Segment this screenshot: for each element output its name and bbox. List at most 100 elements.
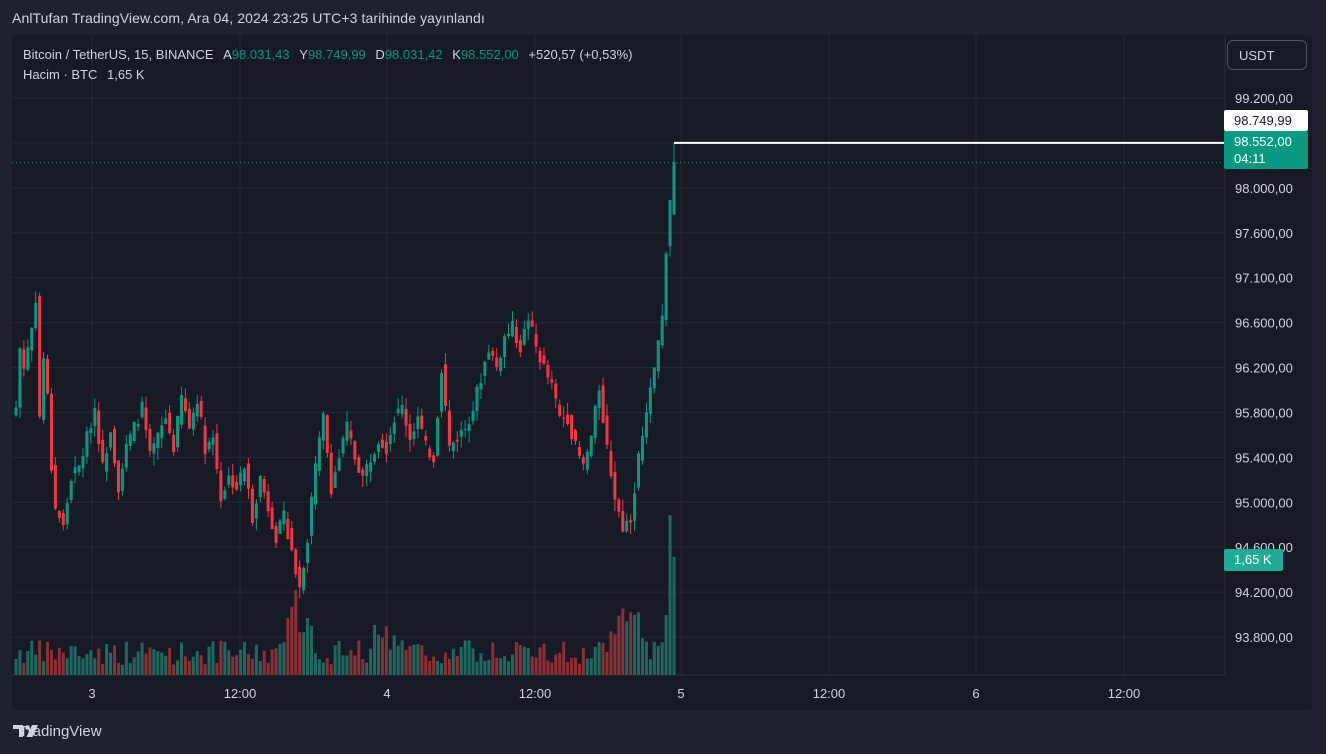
candle-body xyxy=(577,446,581,456)
candle-body xyxy=(282,510,286,525)
candle-body xyxy=(187,408,191,429)
volume-bar xyxy=(49,649,53,675)
volume-bar xyxy=(613,634,617,675)
chart-panel[interactable]: 99.200,0098.800,0098.000,0097.600,0097.1… xyxy=(12,35,1312,710)
volume-bar xyxy=(333,645,337,675)
candle-body xyxy=(660,315,664,346)
candle-body xyxy=(388,435,392,444)
candle-body xyxy=(306,542,310,563)
volume-bar xyxy=(526,648,530,675)
volume-bar xyxy=(660,642,664,675)
volume-bar xyxy=(258,661,262,675)
candle-body xyxy=(440,373,444,412)
high-price-tag: 98.749,99 xyxy=(1224,110,1308,131)
volume-bar xyxy=(179,642,183,675)
volume-bar xyxy=(132,657,136,675)
candlestick-chart[interactable]: 99.200,0098.800,0098.000,0097.600,0097.1… xyxy=(12,35,1312,710)
volume-bar xyxy=(14,658,18,675)
volume-bar xyxy=(491,642,495,675)
candle-body xyxy=(507,333,511,337)
candle-body xyxy=(42,358,46,420)
volume-bar xyxy=(254,644,258,675)
candle-body xyxy=(361,469,365,476)
candle-body xyxy=(629,520,633,523)
candle-body xyxy=(357,457,361,474)
candle-body xyxy=(156,432,160,448)
volume-bar xyxy=(652,641,656,675)
volume-bar xyxy=(648,659,652,675)
volume-bar xyxy=(475,661,479,675)
candle-body xyxy=(479,382,483,390)
candle-body xyxy=(246,463,250,489)
candle-body xyxy=(223,490,227,499)
volume-bar xyxy=(416,644,420,675)
candle-body xyxy=(69,480,73,501)
candle-body xyxy=(447,410,451,446)
volume-bar xyxy=(81,658,85,675)
volume-label: Hacim · BTC xyxy=(23,67,98,82)
candle-body xyxy=(235,481,239,490)
candle-body xyxy=(176,415,180,448)
volume-bar xyxy=(203,664,207,675)
volume-bar xyxy=(195,651,199,675)
candle-body xyxy=(325,415,329,453)
volume-bar xyxy=(424,655,428,675)
candle-body xyxy=(640,435,644,461)
candle-body xyxy=(365,464,369,477)
candle-body xyxy=(566,414,570,424)
candle-body xyxy=(416,416,420,430)
candle-body xyxy=(164,418,168,424)
last-price-value: 98.552,00 xyxy=(1234,134,1292,149)
volume-value: 1,65 K xyxy=(107,67,145,82)
candle-body xyxy=(203,425,207,454)
volume-bar xyxy=(495,657,499,675)
candle-body xyxy=(286,518,290,539)
volume-bar xyxy=(503,656,507,675)
candle-body xyxy=(97,410,101,445)
time-axis-label: 12:00 xyxy=(1108,686,1141,701)
volume-bar xyxy=(73,646,77,675)
candle-body xyxy=(644,412,648,438)
footer-brand[interactable]: TradingView xyxy=(13,723,102,740)
volume-bar xyxy=(412,644,416,675)
volume-bar xyxy=(116,662,120,675)
volume-bar xyxy=(89,650,93,675)
candle-body xyxy=(199,400,203,417)
candle-body xyxy=(373,454,377,462)
candle-body xyxy=(321,413,325,441)
volume-bar xyxy=(380,637,384,675)
volume-bar xyxy=(609,631,613,675)
candle-body xyxy=(593,405,597,438)
volume-bar xyxy=(428,660,432,675)
candle-body xyxy=(22,349,26,369)
candle-body xyxy=(369,462,373,472)
volume-bar xyxy=(467,640,471,675)
candle-body xyxy=(672,162,676,215)
candle-body xyxy=(428,448,432,458)
candle-body xyxy=(459,430,463,437)
volume-bar xyxy=(183,656,187,675)
candle-body xyxy=(652,367,656,389)
volume-bar xyxy=(128,663,132,675)
low-label: D xyxy=(375,47,385,62)
chart-legend: Bitcoin / TetherUS, 15, BINANCE A98.031,… xyxy=(23,46,633,86)
volume-bar xyxy=(168,648,172,675)
close-label: K xyxy=(452,47,461,62)
volume-bar xyxy=(101,664,105,675)
candle-body xyxy=(57,510,61,518)
low-value: 98.031,42 xyxy=(384,47,443,62)
candle-body xyxy=(412,431,416,439)
candle-body xyxy=(136,423,140,427)
candle-body xyxy=(376,444,380,452)
candle-body xyxy=(518,340,522,353)
candle-body xyxy=(144,407,148,431)
volume-bar xyxy=(459,646,463,675)
candle-body xyxy=(124,443,128,468)
candle-body xyxy=(656,340,660,372)
price-axis-label: 93.800,00 xyxy=(1235,630,1293,645)
candle-body xyxy=(349,430,353,439)
volume-bar xyxy=(621,608,625,675)
candle-body xyxy=(333,472,337,488)
volume-bar xyxy=(124,641,128,675)
currency-button[interactable]: USDT xyxy=(1227,40,1307,70)
